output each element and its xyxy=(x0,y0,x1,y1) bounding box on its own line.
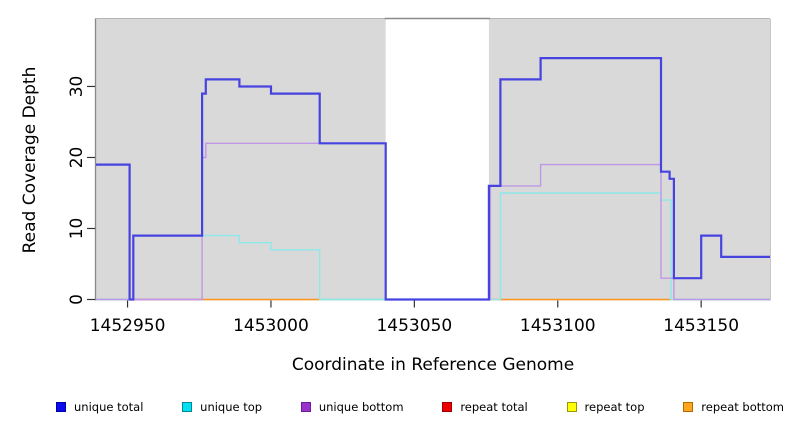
x-tick-label: 1453000 xyxy=(233,316,309,336)
x-tick-label: 1453100 xyxy=(520,316,596,336)
legend-label: repeat bottom xyxy=(701,400,784,414)
legend-item-repeat-bottom: repeat bottom xyxy=(683,400,784,414)
legend-label: unique bottom xyxy=(318,400,404,414)
legend-swatch-icon xyxy=(442,402,453,412)
series-line-unique-total xyxy=(96,57,770,301)
legend-label: unique total xyxy=(74,400,144,414)
y-tick-label: 10 xyxy=(67,218,87,240)
legend-swatch-icon xyxy=(56,402,66,412)
legend: unique total unique top unique bottom repea… xyxy=(56,398,784,416)
legend-item-unique-total: unique total xyxy=(56,400,143,414)
coverage-gap-region xyxy=(385,18,489,301)
x-tick-label: 1453150 xyxy=(663,316,739,336)
x-axis-title: Coordinate in Reference Genome xyxy=(291,355,575,375)
legend-swatch-icon xyxy=(300,402,311,412)
legend-item-unique-bottom: unique bottom xyxy=(300,400,404,414)
y-axis-title: Read Coverage Depth xyxy=(20,66,40,254)
legend-item-unique-top: unique top xyxy=(182,400,262,414)
y-tick-label: 30 xyxy=(67,76,87,98)
x-tick-label: 1453050 xyxy=(376,316,452,336)
legend-item-repeat-total: repeat total xyxy=(442,400,528,414)
legend-item-repeat-top: repeat top xyxy=(566,400,645,414)
legend-swatch-icon xyxy=(683,402,694,412)
series-line-unique-bottom xyxy=(96,142,770,301)
legend-label: repeat top xyxy=(584,400,645,414)
legend-label: unique top xyxy=(200,400,263,414)
legend-label: repeat total xyxy=(460,400,528,414)
x-tick-label: 1452950 xyxy=(90,316,166,336)
legend-swatch-icon xyxy=(182,402,193,412)
y-tick-label: 20 xyxy=(67,147,87,169)
y-tick-label: 0 xyxy=(67,294,87,305)
legend-swatch-icon xyxy=(566,402,577,412)
